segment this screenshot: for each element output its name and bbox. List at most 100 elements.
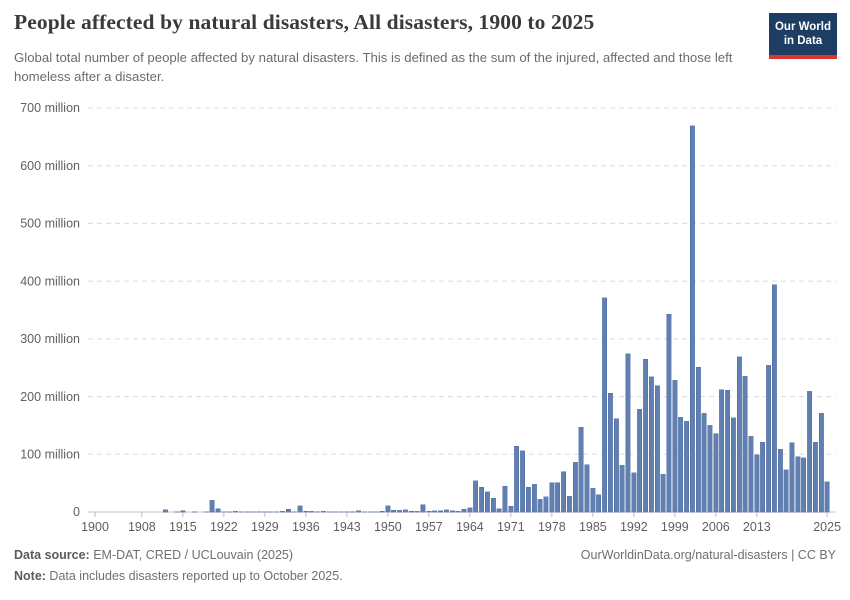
bar-2023[interactable] — [812, 441, 818, 513]
bar-2020[interactable] — [795, 456, 801, 513]
bar-1985[interactable] — [590, 488, 596, 513]
bar-1958[interactable] — [432, 510, 438, 513]
bar-1991[interactable] — [625, 353, 631, 513]
bar-2024[interactable] — [818, 413, 824, 513]
bar-2006[interactable] — [713, 433, 719, 513]
bar-1970[interactable] — [502, 485, 508, 513]
x-axis-label-1992: 1992 — [620, 520, 648, 534]
bar-1995[interactable] — [648, 376, 654, 513]
bar-1932[interactable] — [279, 511, 285, 513]
note-label: Note: — [14, 569, 46, 583]
bar-2010[interactable] — [736, 356, 742, 513]
bar-1997[interactable] — [660, 474, 666, 513]
bar-1951[interactable] — [391, 509, 397, 513]
bar-1968[interactable] — [490, 497, 496, 513]
bar-1994[interactable] — [643, 358, 649, 513]
bar-1936[interactable] — [303, 510, 309, 513]
bar-1964[interactable] — [467, 507, 473, 513]
bar-1959[interactable] — [438, 510, 444, 513]
bar-1966[interactable] — [479, 486, 485, 513]
bar-1962[interactable] — [455, 510, 461, 513]
bar-1972[interactable] — [514, 446, 520, 513]
bar-2021[interactable] — [801, 457, 807, 513]
bar-2002[interactable] — [689, 125, 695, 513]
bar-1993[interactable] — [637, 409, 643, 513]
bar-2015[interactable] — [766, 365, 772, 513]
bar-2012[interactable] — [748, 436, 754, 513]
bar-2008[interactable] — [725, 390, 731, 513]
bar-1949[interactable] — [379, 510, 385, 513]
bar-1989[interactable] — [613, 418, 619, 513]
owid-logo[interactable]: Our World in Data — [769, 13, 837, 59]
x-axis-label-1985: 1985 — [579, 520, 607, 534]
x-axis-label-2025: 2025 — [813, 520, 841, 534]
bar-1998[interactable] — [666, 313, 672, 513]
bar-1935[interactable] — [297, 505, 303, 513]
bar-1980[interactable] — [561, 471, 567, 513]
bar-2007[interactable] — [719, 389, 725, 513]
bar-2025[interactable] — [824, 481, 830, 513]
bar-1921[interactable] — [215, 508, 221, 513]
x-axis-label-1936: 1936 — [292, 520, 320, 534]
bar-2001[interactable] — [684, 421, 690, 513]
bar-2004[interactable] — [701, 413, 707, 513]
bar-2005[interactable] — [707, 425, 713, 513]
bar-1977[interactable] — [543, 496, 549, 513]
bar-1979[interactable] — [555, 482, 561, 513]
bar-1983[interactable] — [578, 426, 584, 513]
bar-1987[interactable] — [602, 297, 608, 513]
x-axis-label-1915: 1915 — [169, 520, 197, 534]
owid-url-link[interactable]: OurWorldinData.org/natural-disasters | C… — [580, 548, 836, 562]
bar-1967[interactable] — [484, 491, 490, 513]
bar-2014[interactable] — [760, 441, 766, 513]
bar-1999[interactable] — [672, 380, 678, 513]
bar-2022[interactable] — [807, 391, 812, 513]
bar-1960[interactable] — [443, 509, 449, 513]
bar-2016[interactable] — [771, 284, 777, 513]
bar-2013[interactable] — [754, 454, 760, 513]
bar-1937[interactable] — [309, 511, 315, 513]
bar-1982[interactable] — [572, 462, 578, 513]
bar-2018[interactable] — [783, 469, 789, 513]
x-axis-label-1957: 1957 — [415, 520, 443, 534]
bar-2000[interactable] — [678, 417, 684, 513]
bar-1978[interactable] — [549, 482, 555, 513]
bar-1957[interactable] — [426, 510, 432, 513]
bar-2019[interactable] — [789, 442, 795, 513]
bar-1990[interactable] — [619, 465, 625, 513]
bar-1933[interactable] — [285, 508, 291, 513]
bar-1952[interactable] — [397, 510, 403, 513]
bar-1988[interactable] — [607, 392, 613, 513]
bar-1954[interactable] — [408, 510, 414, 513]
bar-1974[interactable] — [525, 486, 531, 513]
x-axis-label-1900: 1900 — [81, 520, 109, 534]
bar-2017[interactable] — [777, 448, 783, 513]
bar-1956[interactable] — [420, 504, 426, 513]
bar-1971[interactable] — [508, 506, 514, 513]
bar-1965[interactable] — [473, 480, 479, 513]
bar-2009[interactable] — [730, 417, 736, 513]
bar-1981[interactable] — [566, 496, 572, 513]
bar-1955[interactable] — [414, 511, 420, 513]
bar-1976[interactable] — [537, 499, 543, 513]
bar-1945[interactable] — [356, 510, 362, 513]
bar-1969[interactable] — [496, 508, 502, 513]
bar-1996[interactable] — [654, 385, 660, 513]
bar-1992[interactable] — [631, 472, 637, 513]
bar-1915[interactable] — [180, 510, 186, 513]
bar-1963[interactable] — [461, 508, 467, 513]
bar-1912[interactable] — [162, 509, 168, 513]
bar-1986[interactable] — [596, 494, 602, 513]
bar-1953[interactable] — [402, 509, 408, 513]
y-axis-label-300: 300 million — [20, 332, 80, 346]
bar-2011[interactable] — [742, 376, 748, 513]
bar-1961[interactable] — [449, 510, 455, 513]
bar-1973[interactable] — [520, 450, 526, 513]
bar-1939[interactable] — [320, 511, 326, 513]
bar-1920[interactable] — [209, 500, 215, 513]
bar-1984[interactable] — [584, 464, 590, 513]
bar-1950[interactable] — [385, 505, 391, 513]
bar-1975[interactable] — [531, 484, 537, 513]
bar-2003[interactable] — [695, 366, 701, 513]
bar-1924[interactable] — [233, 511, 239, 513]
